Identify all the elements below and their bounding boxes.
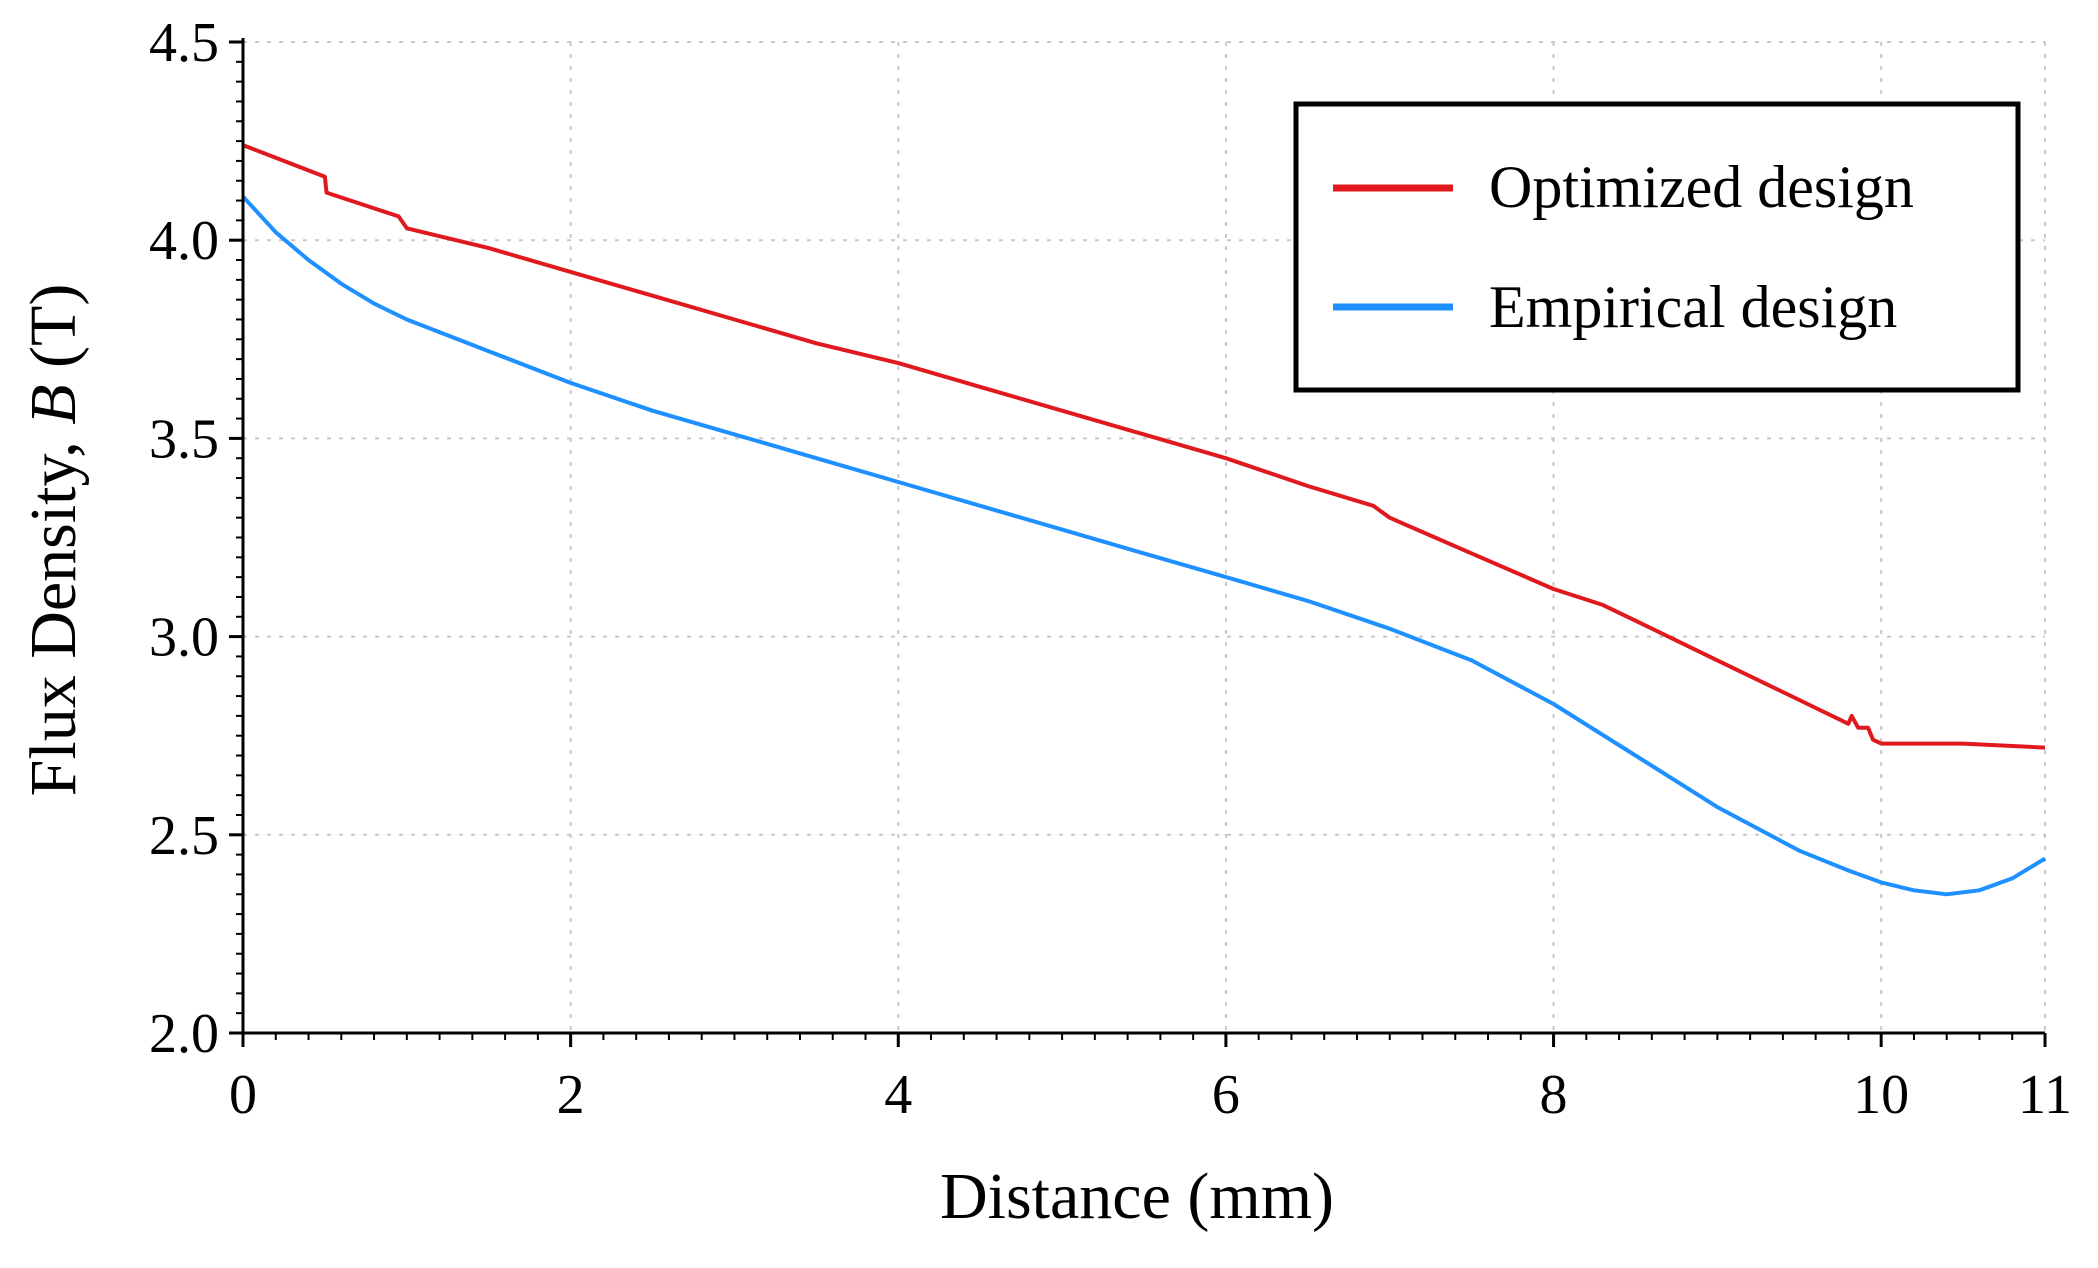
axes	[241, 38, 2045, 1035]
legend-box	[1293, 101, 2021, 393]
series-line-optimized-design	[242, 143, 2046, 750]
y-axis-title-symbol: B	[17, 384, 90, 424]
y-axis-title-suffix: (T)	[17, 284, 90, 385]
y-tick-label: 4.0	[149, 210, 219, 272]
grid-lines	[243, 41, 2046, 1033]
series-line-empirical-design	[241, 195, 2047, 897]
x-tick-label: 6	[1212, 1064, 1240, 1126]
y-tick-label: 3.0	[149, 607, 219, 669]
y-tick-label: 4.5	[149, 12, 219, 74]
x-tick-label: 2	[557, 1064, 585, 1126]
x-tick-label: 8	[1540, 1064, 1568, 1126]
y-tick-label: 2.0	[149, 1003, 219, 1065]
legend-label-optimized: Optimized design	[1489, 154, 1914, 220]
y-axis-title-prefix: Flux Density,	[17, 425, 90, 797]
tick-labels: 0 2 4 6 8 10 11 2.0 2.5 3.0 3.5 4.0 4.5	[149, 12, 2072, 1126]
x-tick-label: 0	[229, 1064, 257, 1126]
y-tick-label: 3.5	[149, 408, 219, 470]
x-tick-label: 11	[2018, 1064, 2072, 1126]
x-tick-label: 4	[884, 1064, 912, 1126]
y-axis-title: Flux Density, B (T)	[17, 284, 90, 797]
series-lines	[241, 143, 2047, 897]
tick-marks	[229, 40, 2047, 1047]
x-axis-title: Distance (mm)	[940, 1160, 1334, 1233]
x-tick-label: 10	[1853, 1064, 1909, 1126]
y-tick-label: 2.5	[149, 805, 219, 867]
legend-label-empirical: Empirical design	[1489, 274, 1897, 340]
legend: Optimized design Empirical design	[1293, 101, 2021, 393]
